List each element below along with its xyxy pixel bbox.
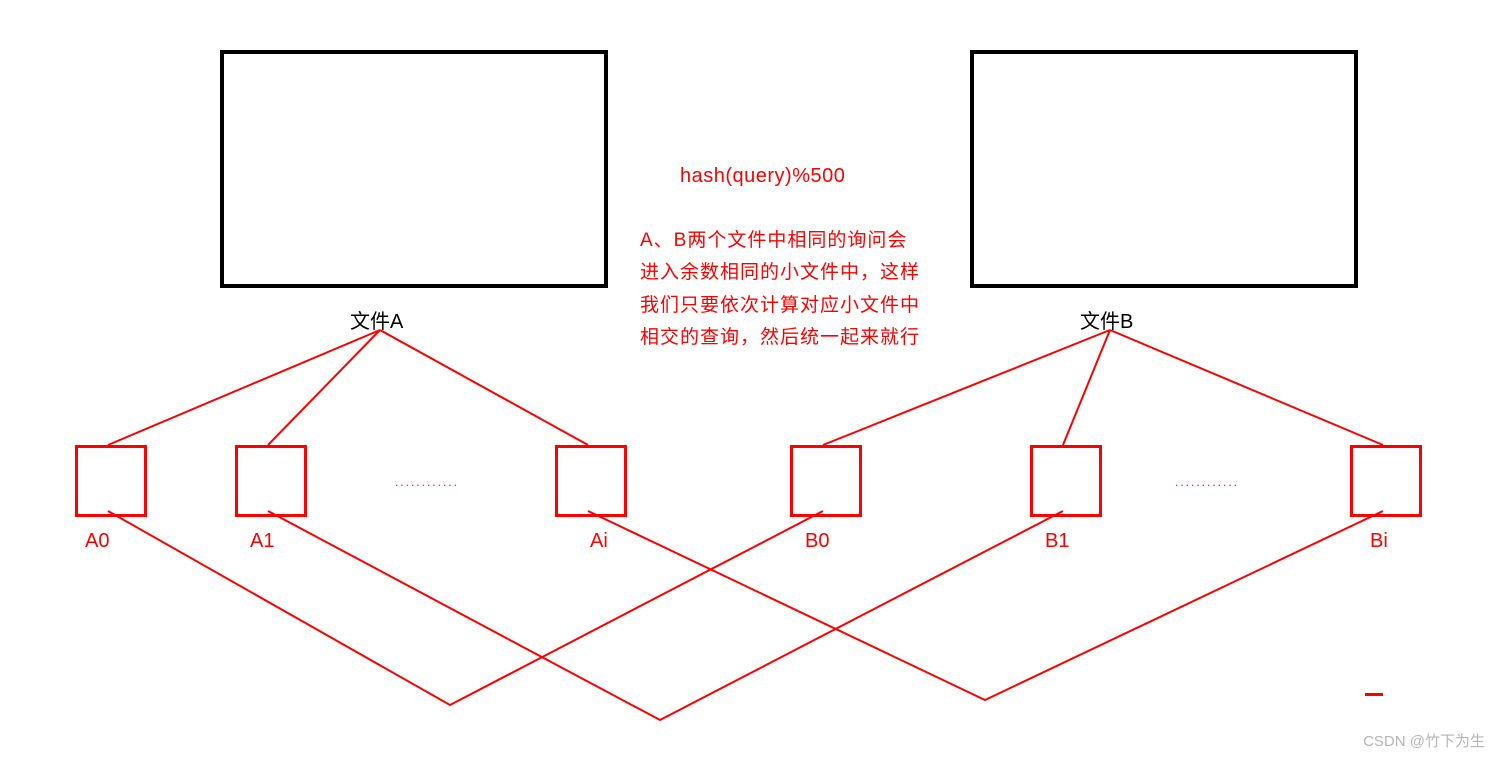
file-label-a: 文件A <box>350 305 403 334</box>
bucket-label-a1: A1 <box>250 530 274 553</box>
explanation-text: A、B两个文件中相同的询问会 进入余数相同的小文件中，这样 我们只要依次计算对应… <box>640 225 920 354</box>
bucket-b1 <box>1030 445 1102 517</box>
edge-a1-b1 <box>268 511 1063 720</box>
file-box-a <box>220 50 608 288</box>
edge-ai-bi <box>588 511 1383 700</box>
edge-b-to-b1 <box>1063 330 1110 445</box>
ellipsis-b: ............ <box>1175 475 1239 489</box>
file-box-b <box>970 50 1358 288</box>
file-label-b: 文件B <box>1080 305 1133 334</box>
stray-mark <box>1365 693 1383 696</box>
edge-a-to-a0 <box>108 330 380 445</box>
bucket-ai <box>555 445 627 517</box>
hash-formula: hash(query)%500 <box>680 165 845 188</box>
edge-a0-b0 <box>108 511 823 705</box>
explanation-line: 进入余数相同的小文件中，这样 <box>640 257 920 289</box>
explanation-line: 我们只要依次计算对应小文件中 <box>640 290 920 322</box>
watermark: CSDN @竹下为生 <box>1363 730 1485 751</box>
bucket-label-b0: B0 <box>805 530 829 553</box>
bucket-label-a0: A0 <box>85 530 109 553</box>
explanation-line: 相交的查询，然后统一起来就行 <box>640 322 920 354</box>
bucket-label-bi: Bi <box>1370 530 1388 553</box>
edge-a-to-a1 <box>268 330 380 445</box>
bucket-label-b1: B1 <box>1045 530 1069 553</box>
bucket-label-ai: Ai <box>590 530 608 553</box>
edge-a-to-ai <box>380 330 588 445</box>
edge-b-to-bi <box>1110 330 1383 445</box>
diagram-canvas: 文件A 文件B hash(query)%500 A、B两个文件中相同的询问会 进… <box>0 0 1503 761</box>
bucket-a0 <box>75 445 147 517</box>
ellipsis-a: ............ <box>395 475 459 489</box>
bucket-a1 <box>235 445 307 517</box>
bucket-bi <box>1350 445 1422 517</box>
bucket-b0 <box>790 445 862 517</box>
explanation-line: A、B两个文件中相同的询问会 <box>640 225 920 257</box>
